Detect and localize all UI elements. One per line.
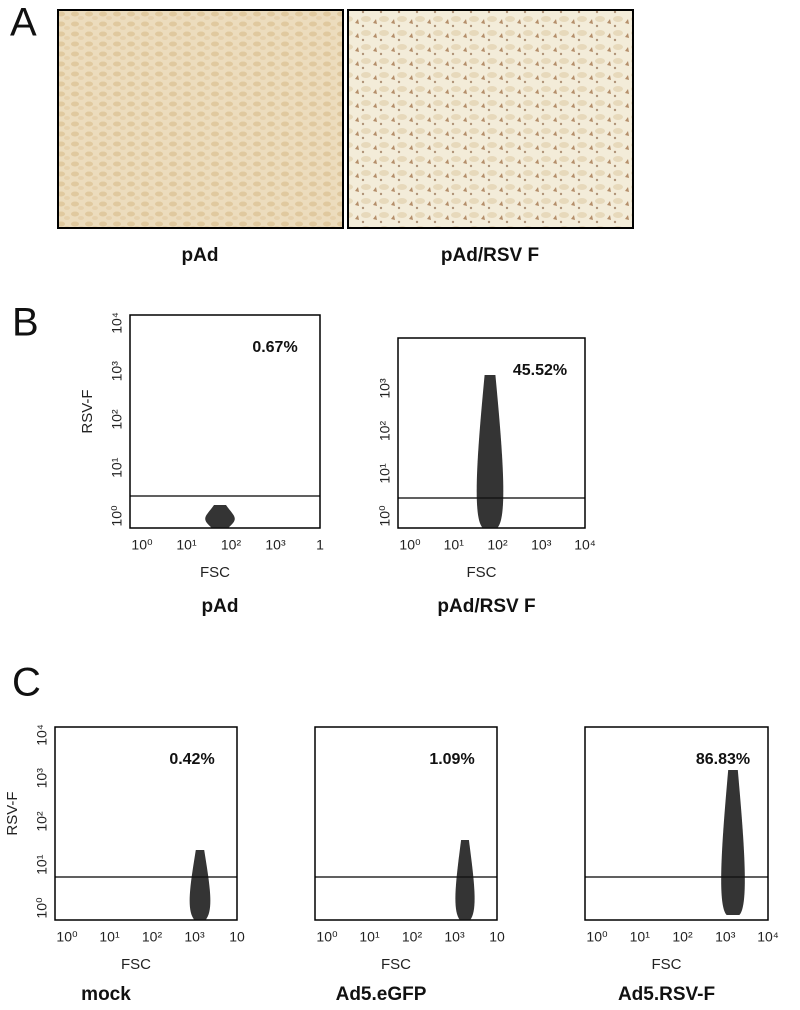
x-tick-label: 10⁰	[586, 929, 608, 945]
caption: pAd/RSV F	[441, 245, 539, 266]
x-tick-label: 10¹	[99, 929, 120, 945]
y-tick-label: 10⁰	[109, 505, 125, 527]
caption: pAd	[182, 245, 219, 266]
x-axis-label: FSC	[652, 956, 682, 973]
y-tick-label: 10¹	[109, 457, 125, 478]
y-tick-label: 10¹	[34, 854, 50, 875]
x-tick-label: 10²	[221, 537, 242, 553]
x-tick-label: 10⁰	[131, 537, 153, 553]
percent-label: 45.52%	[513, 362, 567, 379]
y-tick-label: 10³	[377, 378, 393, 399]
plot-frame	[54, 726, 238, 921]
percent-label: 86.83%	[696, 751, 750, 768]
caption: mock	[81, 984, 131, 1005]
caption: pAd	[202, 596, 239, 617]
x-tick-label: 1	[316, 537, 324, 553]
x-tick-label: 10⁴	[574, 537, 596, 553]
y-tick-label: 10⁴	[34, 724, 50, 746]
x-tick-label: 10	[229, 929, 245, 945]
y-tick-label: 10³	[109, 361, 125, 382]
panel-label: C	[12, 661, 41, 705]
panel-label: B	[12, 301, 39, 345]
panel-label: A	[10, 1, 37, 45]
y-tick-label: 10³	[34, 768, 50, 789]
x-tick-label: 10³	[184, 929, 205, 945]
caption: Ad5.RSV-F	[618, 984, 715, 1005]
y-tick-label: 10²	[377, 421, 393, 442]
y-tick-label: 10¹	[377, 463, 393, 484]
x-tick-label: 10²	[487, 537, 508, 553]
y-tick-label: 10²	[109, 409, 125, 430]
x-axis-label: FSC	[381, 956, 411, 973]
event-cluster	[455, 840, 475, 920]
x-tick-label: 10³	[531, 537, 552, 553]
y-tick-label: 10⁰	[377, 505, 393, 527]
y-axis-label: RSV-F	[79, 389, 96, 433]
micrograph	[347, 9, 634, 229]
caption: Ad5.eGFP	[336, 984, 427, 1005]
x-tick-label: 10²	[142, 929, 163, 945]
x-tick-label: 10³	[265, 537, 286, 553]
percent-label: 1.09%	[429, 751, 474, 768]
y-axis-label: RSV-F	[4, 791, 21, 835]
x-tick-label: 10¹	[359, 929, 380, 945]
y-tick-label: 10²	[34, 811, 50, 832]
plot-frame	[584, 726, 769, 921]
event-cluster	[189, 850, 211, 920]
x-tick-label: 10⁰	[56, 929, 78, 945]
percent-label: 0.42%	[169, 751, 214, 768]
x-tick-label: 10⁰	[399, 537, 421, 553]
y-tick-label: 10⁴	[109, 312, 125, 334]
x-tick-label: 10	[489, 929, 505, 945]
plot-frame	[314, 726, 498, 921]
y-tick-label: 10⁰	[34, 897, 50, 919]
x-axis-label: FSC	[121, 956, 151, 973]
x-tick-label: 10³	[444, 929, 465, 945]
caption: pAd/RSV F	[437, 596, 535, 617]
x-tick-label: 10²	[402, 929, 423, 945]
x-tick-label: 10¹	[630, 929, 651, 945]
event-cluster	[205, 505, 235, 528]
x-tick-label: 10³	[715, 929, 736, 945]
x-tick-label: 10²	[672, 929, 693, 945]
x-axis-label: FSC	[200, 564, 230, 581]
event-cluster	[476, 375, 504, 528]
x-tick-label: 10⁴	[757, 929, 779, 945]
x-tick-label: 10¹	[444, 537, 465, 553]
event-cluster	[721, 770, 745, 915]
x-tick-label: 10⁰	[316, 929, 338, 945]
x-axis-label: FSC	[467, 564, 497, 581]
x-tick-label: 10¹	[176, 537, 197, 553]
micrograph	[57, 9, 344, 229]
percent-label: 0.67%	[252, 339, 297, 356]
